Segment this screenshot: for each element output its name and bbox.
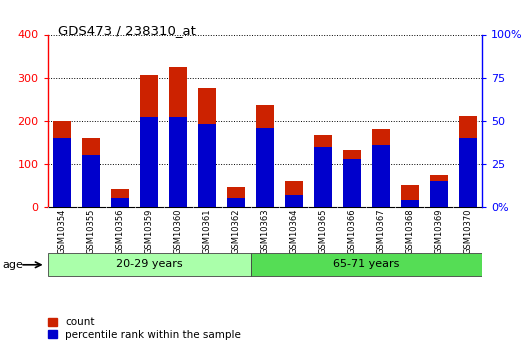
- Bar: [170, 117, 187, 207]
- Bar: [372, 145, 390, 207]
- Text: GSM10356: GSM10356: [116, 208, 125, 254]
- Bar: [459, 138, 476, 207]
- Text: GSM10367: GSM10367: [376, 208, 385, 254]
- Text: GSM10360: GSM10360: [174, 208, 182, 254]
- Text: GSM10362: GSM10362: [232, 208, 241, 254]
- Bar: [140, 117, 158, 207]
- Text: GSM10363: GSM10363: [261, 208, 269, 254]
- Bar: [83, 138, 100, 207]
- Bar: [257, 128, 273, 207]
- Bar: [401, 186, 419, 207]
- Bar: [48, 253, 251, 276]
- Bar: [111, 189, 129, 207]
- Bar: [227, 198, 245, 207]
- Text: GSM10361: GSM10361: [202, 208, 211, 254]
- Bar: [430, 175, 447, 207]
- Bar: [198, 88, 216, 207]
- Text: GSM10364: GSM10364: [289, 208, 298, 254]
- Text: 20-29 years: 20-29 years: [116, 259, 182, 269]
- Text: age: age: [3, 260, 23, 270]
- Bar: [459, 117, 476, 207]
- Text: GSM10365: GSM10365: [319, 208, 328, 254]
- Bar: [170, 67, 187, 207]
- Bar: [111, 198, 129, 207]
- Bar: [430, 181, 447, 207]
- Bar: [227, 187, 245, 207]
- Bar: [140, 76, 158, 207]
- Text: GSM10368: GSM10368: [405, 208, 414, 254]
- Text: GDS473 / 238310_at: GDS473 / 238310_at: [58, 24, 196, 37]
- Text: GSM10355: GSM10355: [87, 208, 95, 254]
- Bar: [54, 121, 71, 207]
- Bar: [83, 155, 100, 207]
- Text: GSM10370: GSM10370: [463, 208, 472, 254]
- Bar: [285, 195, 303, 207]
- Text: GSM10359: GSM10359: [145, 208, 154, 254]
- Bar: [343, 150, 360, 207]
- Bar: [54, 138, 71, 207]
- Bar: [372, 129, 390, 207]
- Text: GSM10366: GSM10366: [348, 208, 356, 254]
- Bar: [257, 105, 273, 207]
- Bar: [314, 147, 332, 207]
- Bar: [314, 135, 332, 207]
- Bar: [285, 181, 303, 207]
- Bar: [251, 253, 482, 276]
- Bar: [198, 124, 216, 207]
- Text: GSM10369: GSM10369: [435, 208, 443, 254]
- Bar: [343, 159, 360, 207]
- Text: GSM10354: GSM10354: [58, 208, 67, 254]
- Bar: [401, 200, 419, 207]
- Text: 65-71 years: 65-71 years: [333, 259, 400, 269]
- Legend: count, percentile rank within the sample: count, percentile rank within the sample: [48, 317, 241, 340]
